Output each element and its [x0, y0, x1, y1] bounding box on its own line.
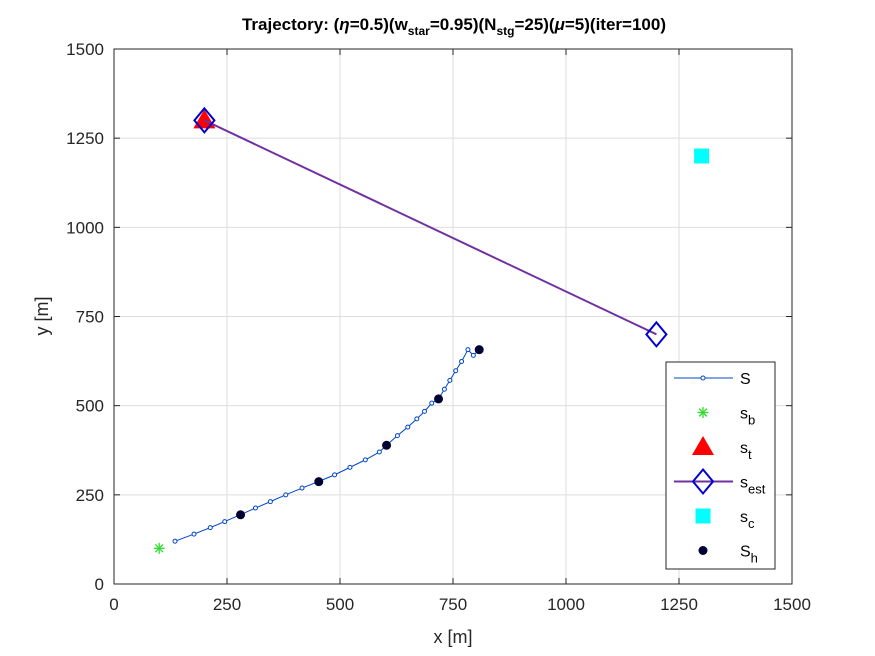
- data-point: [434, 394, 444, 404]
- x-tick-label: 1000: [547, 595, 585, 614]
- y-tick-label: 0: [95, 575, 104, 594]
- legend-marker: [698, 546, 708, 555]
- legend-marker: [700, 375, 706, 381]
- data-point: [470, 352, 476, 358]
- x-tick-label: 500: [326, 595, 354, 614]
- y-tick-label: 1500: [66, 40, 104, 59]
- data-point: [429, 400, 435, 406]
- legend-label: Sh: [740, 544, 758, 566]
- legend-label: sc: [740, 509, 755, 531]
- series-line: [203, 119, 657, 336]
- legend-label: sb: [740, 406, 755, 428]
- legend-marker: [692, 436, 714, 455]
- chart-title: Trajectory: (η=0.5)(wstar=0.95)(Nstg=25)…: [242, 15, 666, 38]
- legend: Ssb st sest sc Sh: [665, 361, 776, 570]
- x-axis-label: x [m]: [434, 627, 473, 647]
- legend-marker: [691, 467, 715, 496]
- data-point: [465, 347, 471, 353]
- legend-entry: st: [692, 436, 752, 462]
- data-point: [414, 416, 420, 422]
- data-point: [394, 433, 400, 439]
- legend-entry: S: [674, 371, 751, 388]
- data-point: [193, 106, 216, 134]
- x-tick-label: 0: [109, 595, 118, 614]
- series-line: [174, 348, 480, 542]
- series-s-h: [236, 345, 484, 520]
- data-point: [191, 531, 197, 537]
- data-point: [459, 358, 465, 364]
- data-point: [283, 492, 289, 498]
- legend-marker: [697, 407, 709, 418]
- data-point: [362, 457, 368, 463]
- data-point: [299, 485, 305, 491]
- data-point: [447, 377, 453, 383]
- legend-label: S: [740, 371, 751, 388]
- y-tick-label: 750: [76, 308, 104, 327]
- data-point: [405, 424, 411, 430]
- data-point: [314, 477, 324, 487]
- data-point: [453, 368, 459, 374]
- x-tick-label: 1250: [660, 595, 698, 614]
- series-s-b: [153, 542, 165, 554]
- x-tick-label: 250: [213, 595, 241, 614]
- series-s-c: [694, 148, 710, 164]
- y-axis-label: y [m]: [32, 297, 52, 336]
- data-point: [267, 499, 273, 505]
- legend-label: st: [740, 440, 752, 462]
- data-point: [645, 320, 668, 348]
- legend-label: sest: [740, 475, 766, 497]
- data-point: [172, 538, 178, 544]
- series-s-est: [193, 106, 668, 348]
- y-tick-label: 1250: [66, 129, 104, 148]
- x-tick-label: 750: [439, 595, 467, 614]
- legend-box: [665, 361, 776, 570]
- series-s: [172, 347, 482, 544]
- data-point: [222, 519, 228, 525]
- legend-entry: sc: [695, 508, 755, 531]
- data-point: [422, 408, 428, 414]
- data-point: [153, 542, 165, 554]
- plot-area: [153, 106, 710, 554]
- data-point: [382, 440, 392, 450]
- y-tick-label: 1000: [66, 218, 104, 237]
- data-point: [694, 148, 710, 164]
- legend-entry: Sh: [698, 544, 758, 566]
- data-point: [441, 386, 447, 392]
- legend-entry: sb: [697, 406, 755, 428]
- legend-marker: [695, 508, 711, 524]
- legend-entry: sest: [674, 467, 766, 497]
- data-point: [252, 505, 258, 511]
- axis-ticks: 0 250 500 750 1000 1250 1500 0 250 500 750 1000 1250…: [66, 40, 811, 614]
- data-point: [207, 525, 213, 531]
- data-point: [376, 449, 382, 455]
- data-point: [236, 510, 246, 520]
- data-point: [474, 345, 484, 355]
- x-tick-label: 1500: [773, 595, 811, 614]
- data-point: [347, 464, 353, 470]
- data-point: [332, 472, 338, 478]
- y-tick-label: 500: [76, 397, 104, 416]
- y-tick-label: 250: [76, 486, 104, 505]
